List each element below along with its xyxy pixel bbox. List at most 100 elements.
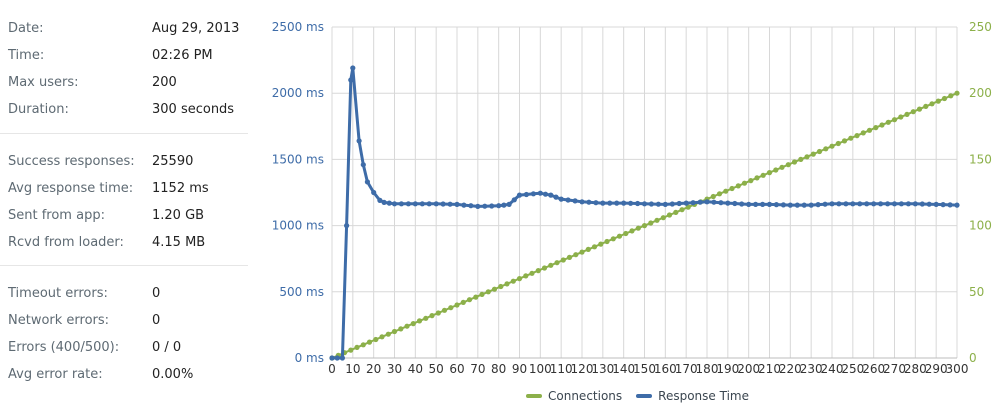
x-tick-label: 150	[633, 362, 656, 376]
data-point-response-time	[348, 77, 354, 83]
stat-label: Avg response time:	[8, 181, 134, 196]
data-point-response-time	[516, 192, 523, 198]
stat-avg-response-time: Avg response time: 1152 ms	[0, 175, 248, 202]
x-tick-label: 130	[591, 362, 614, 376]
data-point-connections	[585, 246, 591, 252]
data-point-response-time	[377, 197, 383, 203]
data-point-connections	[498, 283, 504, 290]
data-point-response-time	[933, 201, 939, 207]
data-point-connections	[685, 204, 691, 210]
data-point-response-time	[732, 200, 738, 207]
data-point-response-time	[725, 200, 731, 206]
data-point-connections	[598, 241, 604, 247]
data-point-connections	[666, 212, 673, 218]
data-point-connections	[710, 193, 716, 200]
legend-item-connections[interactable]: Connections	[526, 389, 622, 403]
data-point-response-time	[572, 198, 578, 204]
stat-value: 1.20 GB	[152, 208, 205, 223]
data-point-connections	[635, 225, 641, 231]
stat-time: Time: 02:26 PM	[0, 42, 248, 69]
data-point-response-time	[669, 201, 675, 207]
data-point-connections	[848, 135, 854, 141]
stat-value: 0.00%	[152, 367, 194, 382]
data-point-response-time	[607, 200, 613, 206]
x-tick-label: 60	[449, 362, 464, 376]
data-point-connections	[604, 238, 610, 245]
data-point-connections	[360, 342, 366, 348]
x-tick-label: 170	[675, 362, 698, 376]
x-tick-label: 180	[696, 362, 719, 376]
data-point-connections	[935, 98, 941, 104]
stats-divider	[0, 133, 248, 134]
data-point-response-time	[548, 192, 554, 198]
chart-axes: 0 10 20 30 40 50 60 70 80 90 100110120130140150160…	[272, 20, 992, 376]
x-tick-label: 110	[550, 362, 573, 376]
data-point-connections	[529, 270, 535, 276]
stat-value: 300 seconds	[152, 102, 235, 117]
data-point-connections	[591, 244, 598, 250]
stat-label: Rcvd from loader:	[8, 235, 124, 250]
stat-value: 4.15 MB	[152, 235, 206, 250]
data-point-response-time	[371, 189, 377, 196]
data-point-connections	[810, 151, 816, 157]
data-point-connections	[816, 148, 823, 155]
data-point-response-time	[655, 201, 661, 207]
data-point-connections	[748, 178, 754, 184]
stat-label: Network errors:	[8, 313, 110, 328]
data-point-response-time	[794, 202, 800, 208]
data-point-response-time	[475, 203, 481, 209]
data-point-response-time	[780, 202, 787, 208]
data-point-connections	[416, 318, 423, 324]
x-tick-label: 90	[512, 362, 527, 376]
data-point-connections	[754, 175, 760, 181]
chart-legend: Connections Response Time	[526, 386, 763, 406]
data-point-response-time	[398, 201, 404, 207]
chart-series	[329, 65, 960, 361]
stat-success-responses: Success responses: 25590	[0, 148, 248, 175]
data-point-response-time	[753, 201, 759, 207]
x-tick-label: 0	[328, 362, 336, 376]
data-point-response-time	[760, 201, 766, 207]
data-point-connections	[348, 347, 354, 353]
x-tick-label: 240	[821, 362, 844, 376]
data-point-response-time	[739, 201, 745, 207]
data-point-connections	[904, 111, 910, 117]
data-point-connections	[410, 321, 416, 327]
x-tick-label: 190	[716, 362, 739, 376]
data-point-response-time	[334, 355, 340, 361]
data-point-response-time	[940, 202, 946, 208]
stats-group-general: Date: Aug 29, 2013 Time: 02:26 PM Max us…	[0, 15, 248, 123]
stat-label: Success responses:	[8, 154, 135, 169]
data-point-connections	[641, 223, 648, 229]
x-tick-label: 140	[612, 362, 635, 376]
data-point-connections	[654, 217, 660, 223]
legend-item-response-time[interactable]: Response Time	[636, 389, 749, 403]
data-point-connections	[429, 313, 435, 319]
data-point-response-time	[565, 197, 571, 203]
data-point-response-time	[787, 202, 793, 208]
data-point-connections	[648, 220, 654, 226]
x-tick-label: 300	[946, 362, 969, 376]
y-right-tick-label: 200	[969, 86, 992, 100]
data-point-response-time	[773, 202, 780, 208]
data-point-response-time	[440, 201, 446, 207]
data-point-connections	[535, 268, 541, 274]
y-right-tick-label: 250	[969, 20, 992, 34]
data-point-connections	[391, 328, 398, 335]
x-tick-label: 30	[387, 362, 402, 376]
x-tick-label: 160	[654, 362, 677, 376]
data-point-connections	[804, 154, 810, 160]
data-point-response-time	[926, 201, 932, 207]
data-point-response-time	[482, 203, 488, 209]
data-point-response-time	[339, 355, 345, 361]
y-right-tick-label: 50	[969, 285, 984, 299]
data-point-response-time	[905, 201, 912, 207]
data-point-response-time	[381, 199, 387, 205]
data-point-response-time	[530, 191, 536, 197]
legend-label: Connections	[548, 389, 623, 403]
data-point-response-time	[391, 201, 398, 207]
data-point-connections	[629, 228, 635, 234]
data-point-connections	[473, 294, 479, 300]
y-left-tick-label: 1500 ms	[272, 152, 324, 166]
data-point-connections	[841, 138, 848, 144]
